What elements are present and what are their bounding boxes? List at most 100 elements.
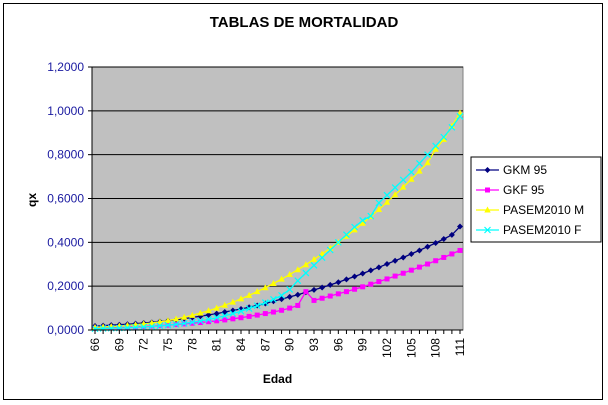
data-point: [311, 286, 317, 293]
data-point: [433, 258, 439, 264]
data-point: [457, 247, 463, 253]
data-point: [303, 289, 309, 295]
data-point: [181, 313, 188, 320]
data-point: [245, 305, 253, 312]
data-point: [448, 231, 455, 238]
y-axis-label: qx: [25, 193, 39, 207]
chart-title: TABLAS DE MORTALIDAD: [209, 14, 399, 31]
data-point: [164, 317, 172, 324]
data-point: [213, 304, 220, 311]
data-point: [441, 254, 447, 260]
data-point: [334, 238, 342, 246]
data-point: [229, 310, 237, 317]
data-point: [352, 286, 358, 292]
data-point: [359, 216, 367, 224]
data-point: [351, 223, 358, 231]
data-point: [416, 167, 423, 174]
data-point: [246, 313, 252, 319]
y-tick-label: 0,6000: [47, 192, 84, 206]
x-tick-label: 90: [283, 338, 297, 352]
data-point: [156, 318, 164, 325]
data-point: [485, 187, 490, 193]
data-point: [311, 297, 317, 303]
data-point: [391, 191, 399, 198]
data-point: [416, 264, 422, 270]
data-point: [172, 320, 180, 328]
data-point: [270, 295, 277, 303]
data-point: [335, 279, 342, 286]
data-point: [262, 311, 268, 317]
data-point: [270, 280, 277, 287]
series-pasem2010-f: [91, 112, 464, 333]
data-point: [197, 317, 204, 325]
data-point: [375, 205, 383, 212]
data-point: [295, 302, 301, 308]
data-point: [237, 295, 245, 302]
data-point: [286, 286, 294, 293]
data-point: [440, 135, 447, 142]
data-point: [327, 293, 333, 299]
data-point: [189, 320, 195, 326]
data-point: [262, 284, 269, 291]
data-point: [310, 255, 318, 262]
data-point: [351, 226, 358, 233]
legend-item: GKM 95: [476, 163, 547, 177]
data-point: [407, 168, 415, 176]
x-tick-label: 111: [453, 338, 467, 357]
series-layer: [91, 109, 464, 333]
x-tick-label: 75: [161, 338, 175, 352]
data-point: [392, 257, 399, 264]
series-line: [94, 112, 461, 329]
data-point: [432, 142, 440, 150]
series-line: [94, 115, 461, 330]
data-point: [156, 322, 164, 330]
legend: GKM 95 GKF 95 PASEM2010 M PASEM2010 F: [470, 156, 602, 243]
data-point: [368, 281, 374, 287]
y-tick-label: 1,2000: [47, 60, 84, 74]
data-point: [484, 206, 491, 213]
legend-item: PASEM2010 F: [476, 223, 581, 237]
data-point: [351, 273, 358, 280]
data-point: [424, 243, 431, 250]
data-point: [294, 277, 302, 285]
x-tick-label: 72: [137, 338, 151, 352]
data-point: [416, 160, 423, 167]
y-tick-label: 0,2000: [47, 279, 84, 293]
data-point: [343, 232, 350, 239]
data-point: [279, 307, 285, 313]
x-tick-label: 96: [331, 338, 345, 352]
data-point: [376, 279, 382, 285]
data-point: [221, 312, 229, 320]
x-tick-label: 66: [88, 338, 102, 352]
data-point: [408, 250, 415, 257]
legend-item: PASEM2010 M: [476, 203, 584, 217]
data-point: [400, 270, 406, 276]
data-point: [286, 271, 293, 278]
data-point: [132, 323, 139, 331]
data-point: [440, 236, 447, 243]
data-point: [432, 145, 439, 152]
x-tick-label: 93: [307, 338, 321, 352]
data-point: [399, 176, 407, 184]
data-point: [164, 321, 172, 329]
data-point: [343, 276, 350, 283]
y-tick-label: 0,8000: [47, 148, 84, 162]
y-tick-label: 0,0000: [47, 323, 84, 337]
data-point: [189, 311, 196, 318]
data-point: [384, 261, 390, 268]
data-point: [484, 167, 491, 173]
data-point: [318, 254, 326, 262]
data-point: [391, 184, 399, 191]
data-point: [326, 246, 334, 254]
data-point: [449, 251, 455, 257]
data-point: [221, 301, 228, 308]
data-point: [294, 291, 301, 298]
data-point: [384, 276, 390, 282]
data-point: [367, 212, 375, 220]
data-point: [343, 289, 349, 295]
legend-box: [470, 156, 602, 243]
data-point: [392, 273, 398, 279]
data-point: [327, 281, 334, 288]
data-point: [254, 312, 260, 318]
data-point: [302, 261, 310, 268]
